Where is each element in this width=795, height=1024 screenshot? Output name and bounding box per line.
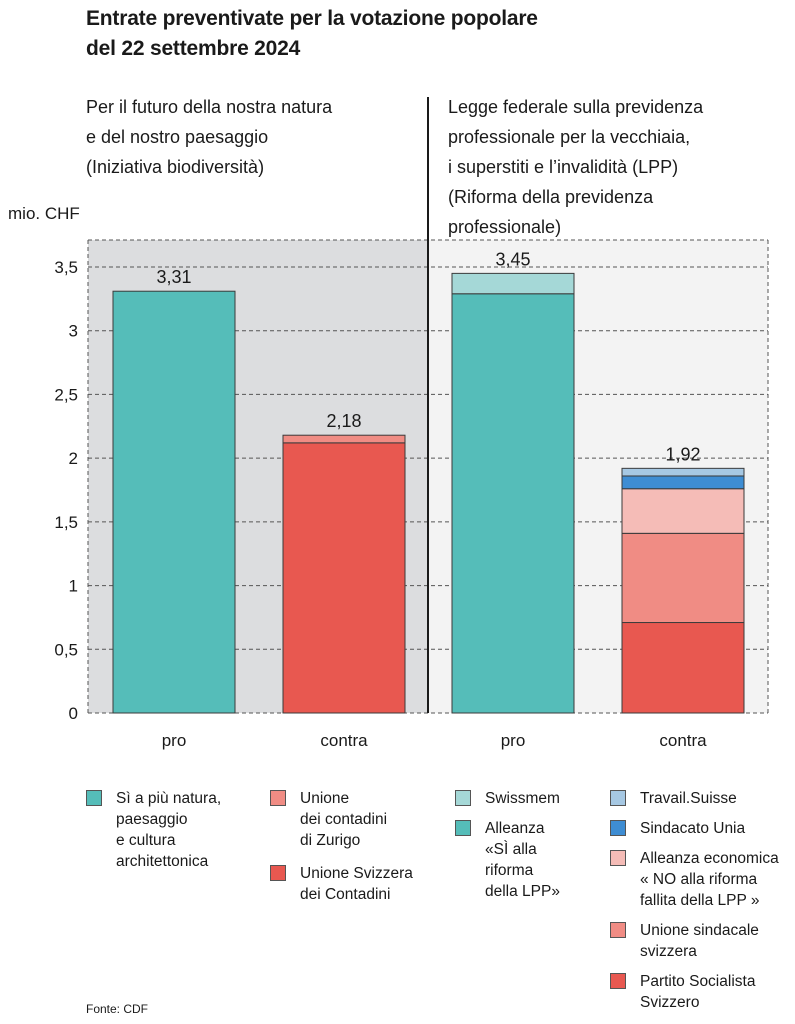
panel-title-biodiversity: Per il futuro della nostra natura e del … xyxy=(86,92,332,182)
y-tick-label: 1 xyxy=(69,577,78,596)
legend-label-line: Alleanza economica xyxy=(640,850,779,867)
legend-item: Unione Svizzera dei Contadini xyxy=(270,863,413,905)
panel-title-line: Per il futuro della nostra natura xyxy=(86,97,333,117)
y-axis-unit-label: mio. CHF xyxy=(8,204,80,223)
legend-column-4: Travail.Suisse Sindacato Unia Alleanza e… xyxy=(610,788,779,1013)
legend-label-line: Unione xyxy=(300,790,350,807)
x-category-label: pro xyxy=(501,731,526,750)
bar-total-label: 1,92 xyxy=(665,444,700,464)
x-category-label: contra xyxy=(659,731,707,750)
legend-swatch xyxy=(455,790,471,806)
bar-segment xyxy=(621,467,745,477)
legend-swatch xyxy=(610,790,626,806)
bar-segment xyxy=(621,488,745,534)
panel-title-line: professionale per la vecchiaia, xyxy=(448,127,691,147)
chart-title: Entrate preventivate per la votazione po… xyxy=(86,4,538,64)
legend-column-2: Unione dei contadini di Zurigo Unione Sv… xyxy=(270,788,413,905)
legend-label-line: architettonica xyxy=(116,853,209,870)
legend-label-line: Partito Socialista xyxy=(640,973,756,990)
legend-item: Swissmem xyxy=(455,788,560,809)
panel-title-line: e del nostro paesaggio xyxy=(86,127,269,147)
legend-column-1: Sì a più natura, paesaggio e cultura arc… xyxy=(86,788,221,872)
bar-segment xyxy=(282,442,406,714)
legend-label-line: e cultura xyxy=(116,832,176,849)
legend-label-line: riforma xyxy=(485,862,534,879)
legend-label-line: «SÌ alla xyxy=(485,841,537,858)
legend-item: Unione sindacale svizzera xyxy=(610,920,779,962)
legend-item: Unione dei contadini di Zurigo xyxy=(270,788,413,851)
panel-title-line: professionale) xyxy=(448,217,562,237)
legend-swatch xyxy=(270,865,286,881)
legend-label-line: Unione Svizzera xyxy=(300,865,413,882)
legend-label-line: svizzera xyxy=(640,943,697,960)
y-tick-label: 1,5 xyxy=(54,513,78,532)
bar-segment xyxy=(451,293,575,714)
y-tick-label: 0,5 xyxy=(54,640,78,659)
panel-title-line: (Riforma della previdenza xyxy=(448,187,654,207)
legend-swatch xyxy=(86,790,102,806)
legend-label-line: « NO alla riforma xyxy=(640,871,758,888)
panel-title-line: i superstiti e l’invalidità (LPP) xyxy=(448,157,679,177)
bar-total-label: 3,45 xyxy=(495,249,530,269)
chart-title-line: del 22 settembre 2024 xyxy=(86,37,301,60)
bar-segment xyxy=(621,475,745,490)
legend-label-line: della LPP» xyxy=(485,883,560,900)
bar-segment xyxy=(451,272,575,295)
legend-item: Partito Socialista Svizzero xyxy=(610,971,779,1013)
panel-title-line: (Iniziativa biodiversità) xyxy=(86,157,265,177)
legend-swatch xyxy=(610,820,626,836)
bar-segment xyxy=(621,532,745,624)
bar-segment xyxy=(112,290,236,714)
legend-label-line: Svizzero xyxy=(640,994,700,1011)
legend-column-3: Swissmem Alleanza «SÌ alla riforma della… xyxy=(455,788,560,902)
y-tick-label: 3 xyxy=(69,322,78,341)
legend-swatch xyxy=(455,820,471,836)
y-tick-label: 3,5 xyxy=(54,258,78,277)
legend-label-line: dei Contadini xyxy=(300,886,391,903)
legend-swatch xyxy=(610,922,626,938)
legend-label-line: Unione sindacale xyxy=(640,922,759,939)
bar-segment xyxy=(282,434,406,444)
bar-total-label: 3,31 xyxy=(156,267,191,287)
legend-item: Sì a più natura, paesaggio e cultura arc… xyxy=(86,788,221,872)
y-tick-label: 2 xyxy=(69,449,78,468)
y-tick-label: 0 xyxy=(69,704,78,723)
legend-label-line: Alleanza xyxy=(485,820,545,837)
bar-segment xyxy=(621,622,745,714)
legend-label-line: Swissmem xyxy=(485,790,560,807)
source-note: Fonte: CDF xyxy=(86,1002,149,1016)
legend-label-line: Sindacato Unia xyxy=(640,820,746,837)
legend-label-line: Travail.Suisse xyxy=(640,790,737,807)
legend-item: Sindacato Unia xyxy=(610,818,779,839)
legend-label-line: paesaggio xyxy=(116,811,188,828)
legend-item: Alleanza economica « NO alla riforma fal… xyxy=(610,848,779,911)
y-tick-label: 2,5 xyxy=(54,385,78,404)
legend-swatch xyxy=(610,850,626,866)
legend-item: Alleanza «SÌ alla riforma della LPP» xyxy=(455,818,560,902)
legend-label-line: di Zurigo xyxy=(300,832,361,849)
x-category-label: contra xyxy=(320,731,368,750)
legend-swatch xyxy=(270,790,286,806)
panel-title-line: Legge federale sulla previdenza xyxy=(448,97,704,117)
legend-label-line: Sì a più natura, xyxy=(116,790,222,807)
bar-total-label: 2,18 xyxy=(326,411,361,431)
legend-swatch xyxy=(610,973,626,989)
panel-title-lpp: Legge federale sulla previdenza professi… xyxy=(448,92,703,242)
legend-label-line: fallita della LPP » xyxy=(640,892,760,909)
legend-item: Travail.Suisse xyxy=(610,788,779,809)
x-category-label: pro xyxy=(162,731,187,750)
chart-title-line: Entrate preventivate per la votazione po… xyxy=(86,7,538,30)
legend-label-line: dei contadini xyxy=(300,811,388,828)
